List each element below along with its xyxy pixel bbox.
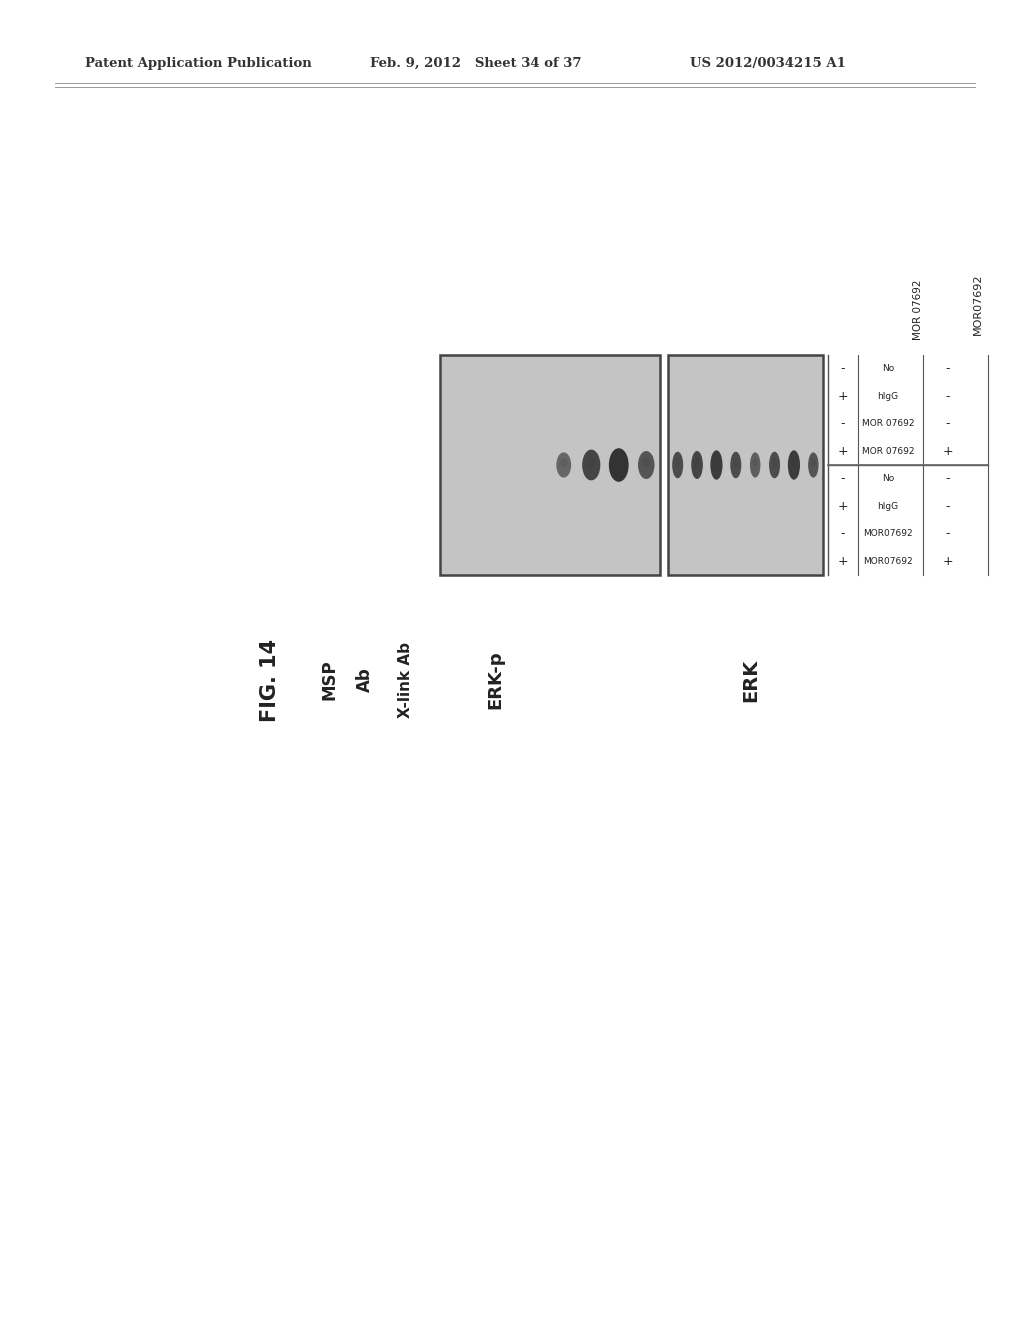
Ellipse shape [583,450,600,480]
Ellipse shape [811,458,816,467]
Ellipse shape [691,451,702,479]
Ellipse shape [769,451,780,478]
Ellipse shape [560,458,567,467]
Ellipse shape [791,457,797,467]
Text: MOR07692: MOR07692 [863,557,912,566]
Text: MOR 07692: MOR 07692 [862,420,914,428]
Ellipse shape [556,453,571,478]
Ellipse shape [730,451,741,478]
Text: -: - [946,500,950,512]
Text: -: - [946,389,950,403]
Text: -: - [841,473,845,486]
Ellipse shape [675,458,681,467]
Bar [440,355,660,576]
Ellipse shape [672,451,683,478]
Text: Patent Application Publication: Patent Application Publication [85,57,311,70]
Text: Feb. 9, 2012   Sheet 34 of 37: Feb. 9, 2012 Sheet 34 of 37 [370,57,582,70]
Text: No: No [882,364,894,374]
Text: -: - [946,362,950,375]
Ellipse shape [750,453,761,478]
Ellipse shape [638,451,654,479]
Ellipse shape [694,457,700,467]
Text: -: - [946,527,950,540]
Ellipse shape [753,458,758,467]
Text: MOR07692: MOR07692 [973,273,983,335]
Text: +: + [838,389,848,403]
Text: +: + [838,500,848,512]
Bar [668,355,823,576]
Text: -: - [841,362,845,375]
Text: -: - [946,473,950,486]
Text: +: + [838,445,848,458]
Text: X-link Ab: X-link Ab [397,642,413,718]
Ellipse shape [733,458,738,467]
Ellipse shape [613,455,624,467]
Ellipse shape [808,453,818,478]
Text: No: No [882,474,894,483]
Text: -: - [841,417,845,430]
Ellipse shape [587,457,596,467]
Text: ERK-p: ERK-p [486,651,504,709]
Bar [828,355,988,576]
Text: MOR 07692: MOR 07692 [862,446,914,455]
Text: +: + [838,554,848,568]
Text: MSP: MSP [321,660,339,701]
Text: hIgG: hIgG [878,392,899,401]
Text: +: + [943,554,953,568]
Ellipse shape [711,450,723,479]
Ellipse shape [642,457,650,467]
Text: -: - [841,527,845,540]
Text: Ab: Ab [356,668,374,693]
Text: ERK: ERK [741,659,760,702]
Text: MOR07692: MOR07692 [863,529,912,539]
Text: FIG. 14: FIG. 14 [260,639,280,722]
Ellipse shape [772,458,777,467]
Text: +: + [943,445,953,458]
Ellipse shape [714,457,720,467]
Text: MOR 07692: MOR 07692 [913,280,923,341]
Text: hIgG: hIgG [878,502,899,511]
Ellipse shape [609,449,629,482]
Text: US 2012/0034215 A1: US 2012/0034215 A1 [690,57,846,70]
Text: -: - [946,417,950,430]
Ellipse shape [787,450,800,479]
